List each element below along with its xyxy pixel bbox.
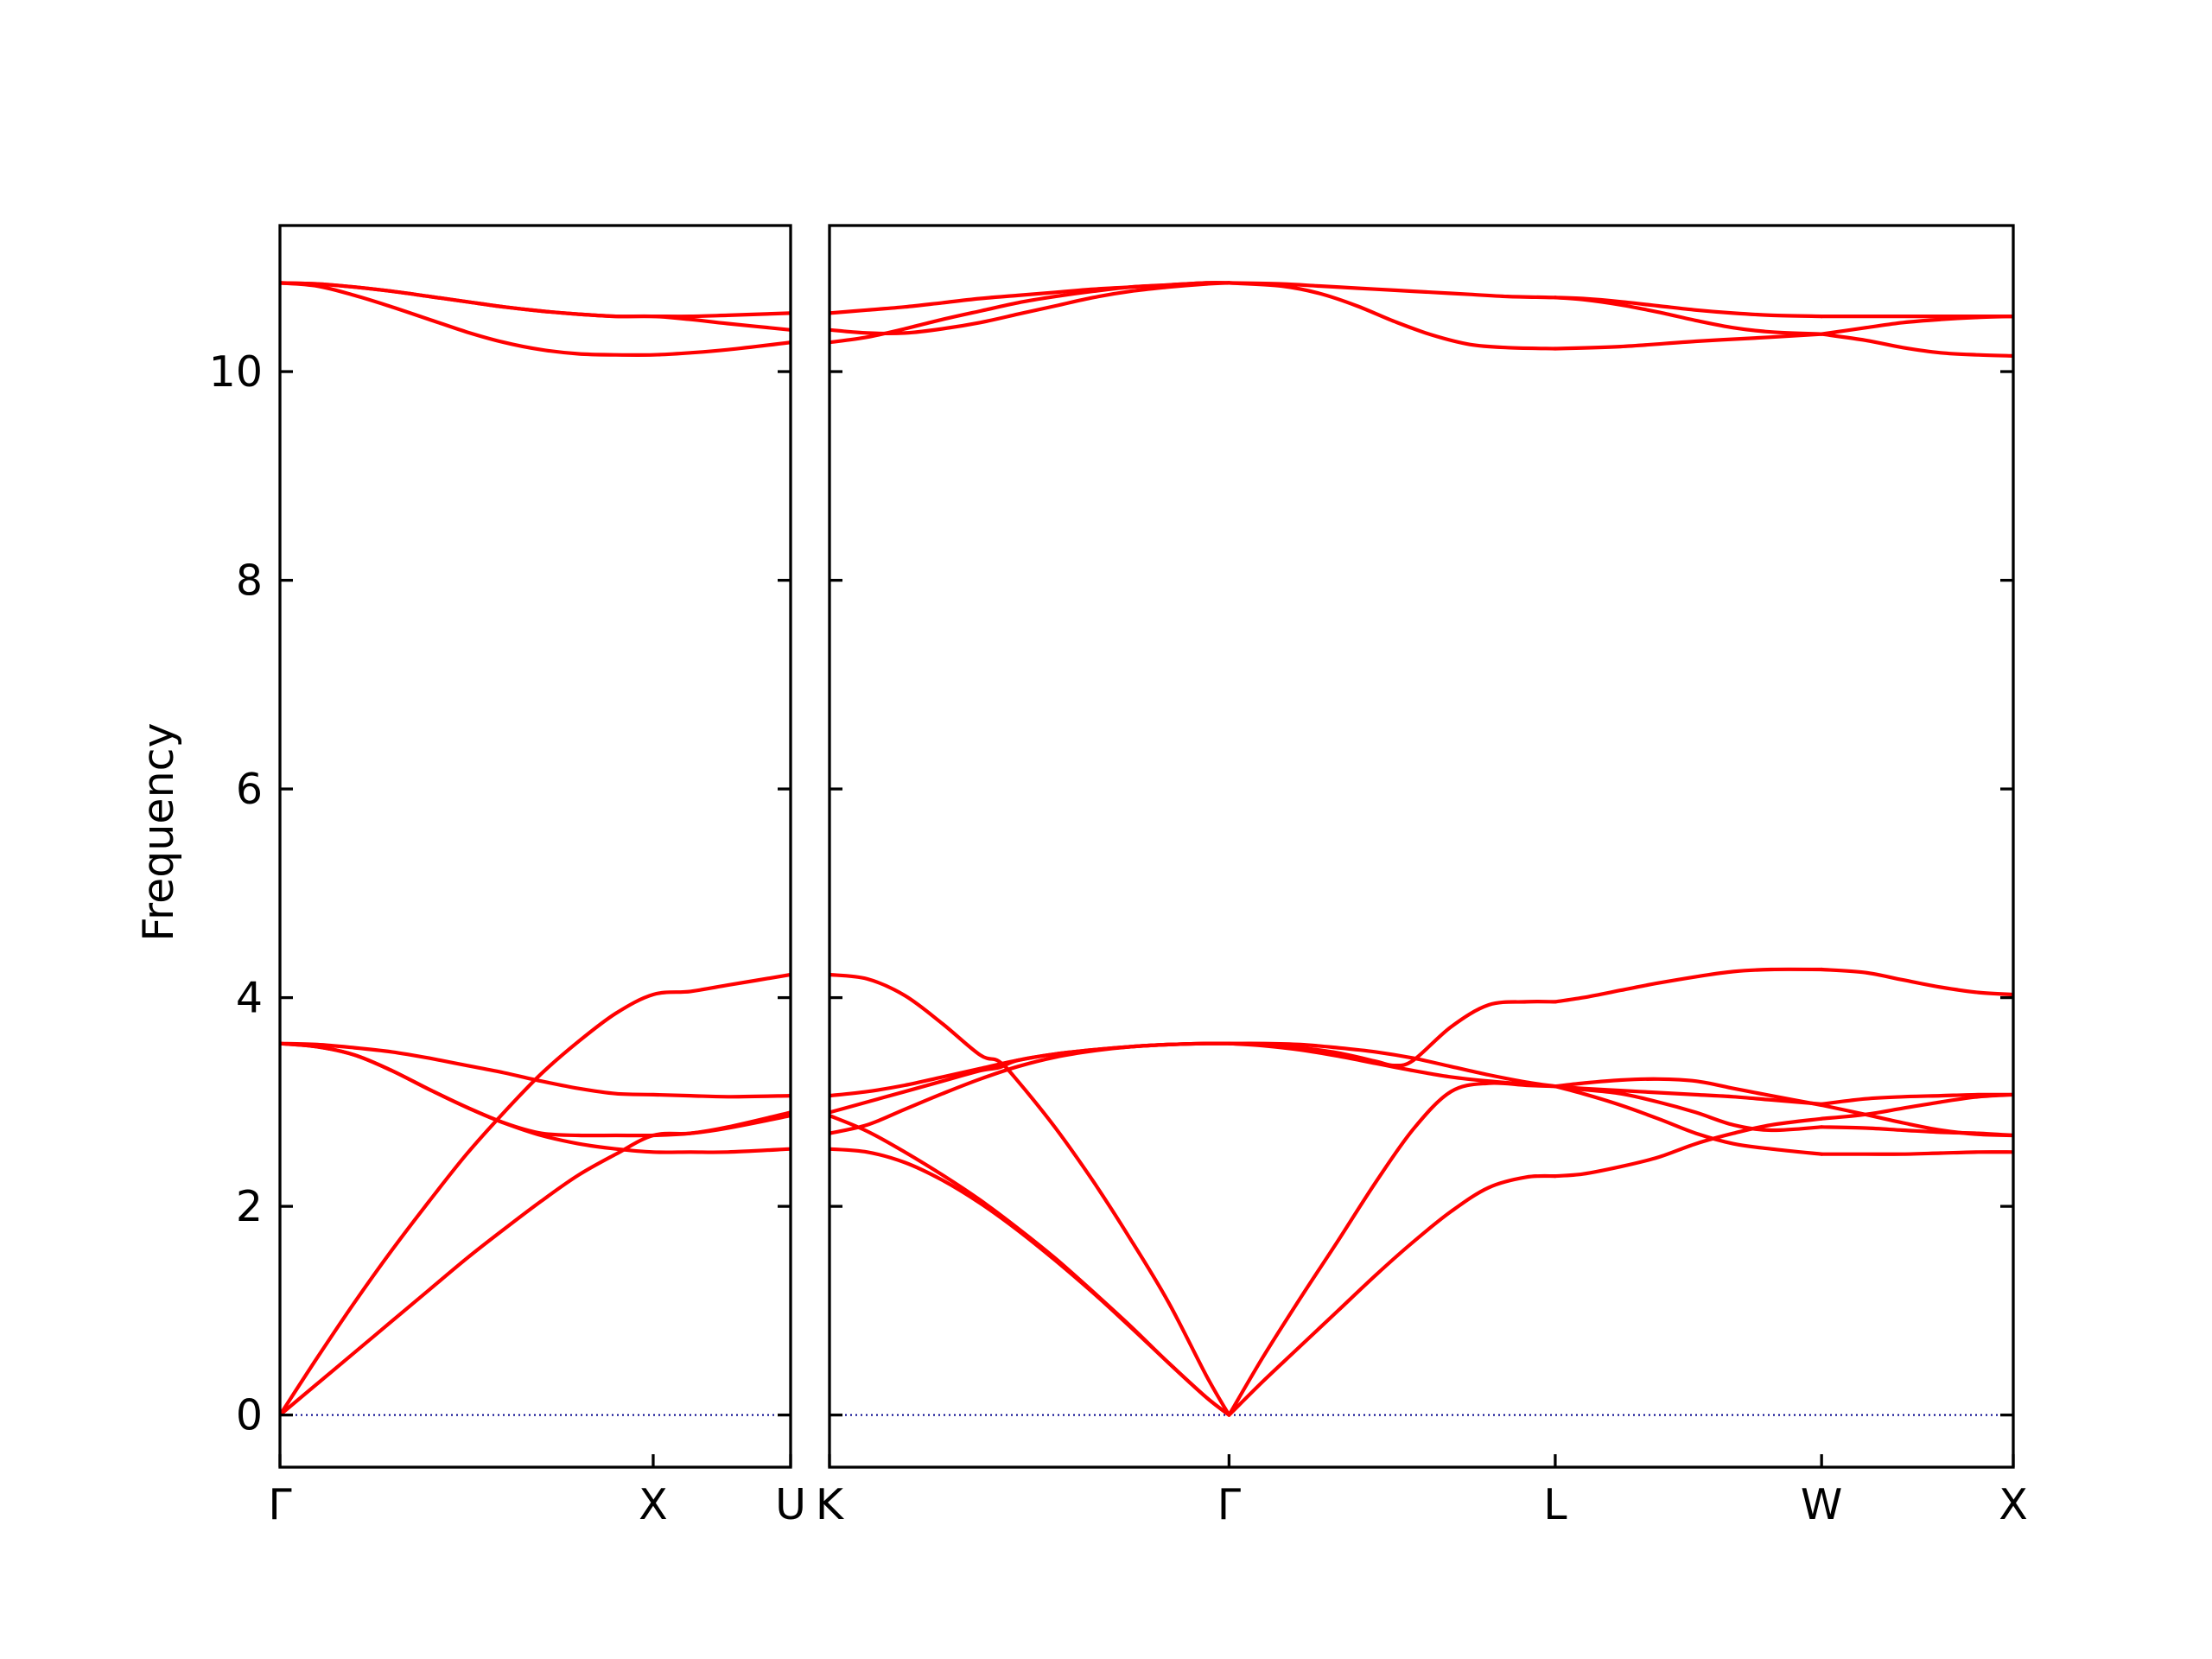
y-tick-label: 4 <box>236 974 263 1023</box>
band-group <box>830 281 2013 1417</box>
band-line-2-17 <box>1553 967 1824 1004</box>
panel-frame <box>278 224 792 1469</box>
band-line-2-16 <box>1227 281 1557 300</box>
band-line-2-25 <box>1553 296 1824 319</box>
band-line-2-33 <box>1820 332 2013 358</box>
x-tick-label: K <box>816 1480 845 1529</box>
band-line-2-8 <box>830 281 1231 336</box>
band-line-2-28 <box>1820 1125 2013 1138</box>
x-tick-label: W <box>1801 1480 1842 1529</box>
panel-frame <box>828 224 2015 1469</box>
plot-panels: Γ X U 0 2 4 6 8 10 K Γ L W X <box>209 224 2028 1529</box>
band-line-2-21 <box>1553 1084 1824 1156</box>
y-tick-label: 10 <box>209 347 263 397</box>
band-line-2-13 <box>1227 1041 1557 1089</box>
band-line-2-6 <box>830 1041 1231 1098</box>
band-line-1-6 <box>280 281 791 358</box>
panel-1: Γ X U 0 2 4 6 8 10 <box>209 224 806 1529</box>
band-line-2-14 <box>1227 1041 1557 1089</box>
y-tick-label: 6 <box>236 765 263 814</box>
x-tick-label: Γ <box>268 1480 292 1529</box>
x-tick-label: U <box>775 1480 806 1529</box>
band-line-2-31 <box>1820 1150 2013 1156</box>
band-line-2-11 <box>1227 1173 1557 1417</box>
band-line-1-2 <box>280 1110 791 1417</box>
band-line-1-8 <box>280 281 791 332</box>
band-line-2-9 <box>830 281 1231 315</box>
band-line-2-30 <box>1820 1092 2013 1121</box>
band-line-2-23 <box>1553 332 1824 351</box>
band-line-2-2 <box>830 1114 1231 1417</box>
band-line-2-5 <box>830 1041 1231 1115</box>
y-tick-label: 2 <box>236 1182 263 1231</box>
band-line-2-18 <box>1553 1077 1824 1108</box>
x-tick-label: X <box>1999 1480 2028 1529</box>
band-line-2-1 <box>830 1147 1231 1417</box>
y-tick-label: 0 <box>236 1391 263 1440</box>
band-line-2-20 <box>1553 1084 1824 1106</box>
band-line-2-26 <box>1820 967 2013 997</box>
band-line-2-15 <box>1227 281 1557 351</box>
band-line-2-22 <box>1553 1116 1824 1179</box>
x-tick-label: X <box>639 1480 668 1529</box>
band-line-2-3 <box>830 972 1231 1417</box>
x-tick-label: L <box>1543 1480 1567 1529</box>
band-line-1-5 <box>280 1041 791 1138</box>
y-axis-label: Frequency <box>134 722 183 941</box>
band-line-1-1 <box>280 972 791 1417</box>
band-group <box>280 281 791 1417</box>
band-line-1-4 <box>280 1041 791 1099</box>
x-tick-label: Γ <box>1217 1480 1242 1529</box>
y-tick-label: 8 <box>236 556 263 606</box>
band-line-2-32 <box>1820 315 2013 336</box>
